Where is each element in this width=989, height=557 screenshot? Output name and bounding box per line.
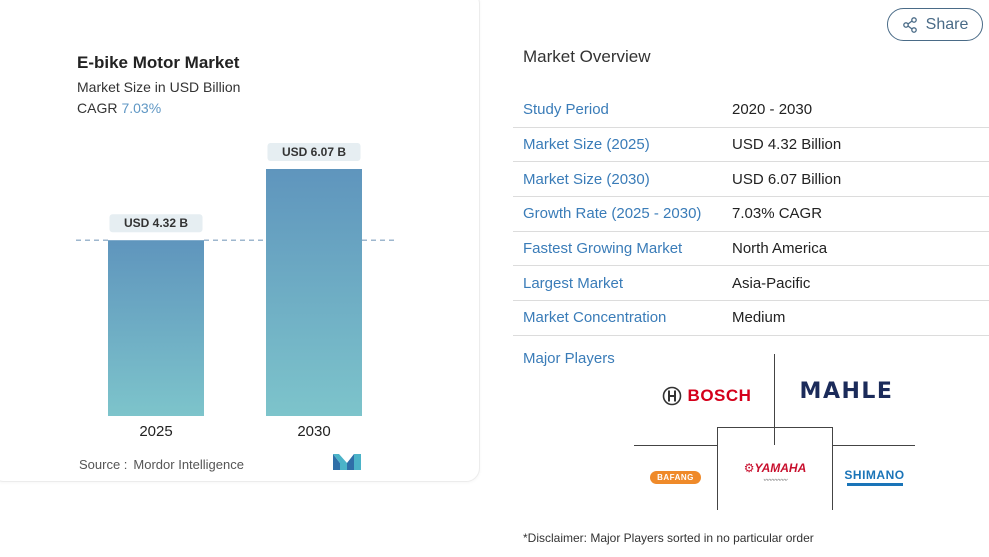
overview-row: Largest Market Asia-Pacific	[513, 266, 989, 302]
mahle-wordmark: MAHLE	[799, 378, 894, 404]
chart-subtitle: Market Size in USD Billion	[77, 79, 241, 95]
x-tick-label: 2030	[297, 423, 330, 440]
overview-value: USD 6.07 Billion	[732, 170, 842, 188]
overview-row: Study Period 2020 - 2030	[513, 93, 989, 128]
overview-key: Market Size (2025)	[523, 136, 650, 154]
overview-key: Market Concentration	[523, 309, 667, 327]
major-players-title: Major Players	[523, 350, 615, 367]
source-value: Mordor Intelligence	[133, 457, 244, 472]
divider	[833, 445, 915, 446]
bafang-logo: BAFANG	[634, 460, 717, 494]
divider	[634, 445, 717, 446]
overview-key: Study Period	[523, 101, 609, 119]
overview-value: USD 4.32 Billion	[732, 136, 842, 154]
overview-value: North America	[732, 240, 828, 258]
bar-2025	[108, 240, 204, 416]
data-label-bg	[267, 143, 361, 161]
overview-value: 2020 - 2030	[732, 101, 813, 119]
share-icon	[902, 16, 917, 33]
overview-value: 7.03% CAGR	[732, 205, 823, 223]
share-button[interactable]: Share	[887, 8, 983, 41]
cagr-label: CAGR	[77, 100, 118, 116]
bafang-wordmark: BAFANG	[650, 470, 701, 484]
overview-row: Fastest Growing Market North America	[513, 232, 989, 267]
divider	[774, 354, 775, 445]
shimano-underline	[846, 483, 903, 486]
overview-value: Asia-Pacific	[732, 274, 811, 292]
bosch-wordmark: BOSCH	[687, 386, 752, 405]
source-label: Source :	[79, 457, 128, 472]
overview-row: Growth Rate (2025 - 2030) 7.03% CAGR	[513, 197, 989, 232]
overview-key: Fastest Growing Market	[523, 240, 683, 258]
yamaha-wordmark: ⚙YAMAHA	[743, 460, 807, 475]
overview-row: Market Size (2025) USD 4.32 Billion	[513, 128, 989, 163]
chart-title: E-bike Motor Market	[77, 53, 240, 72]
major-players-grid: BOSCH MAHLE BAFANG ⚙YAMAHA 〰〰〰〰 SHIMANO	[634, 354, 915, 510]
overview-value: Medium	[732, 309, 786, 327]
overview-table: Study Period 2020 - 2030 Market Size (2025…	[513, 93, 989, 336]
mahle-logo: MAHLE	[784, 371, 909, 411]
overview-row: Market Size (2030) USD 6.07 Billion	[513, 162, 989, 198]
x-tick-label: 2025	[139, 423, 172, 440]
disclaimer: *Disclaimer: Major Players sorted in no …	[523, 531, 814, 545]
overview-key: Market Size (2030)	[523, 170, 650, 188]
yamaha-logo: ⚙YAMAHA 〰〰〰〰	[718, 454, 832, 490]
data-label-bg	[109, 214, 203, 233]
data-label: USD 4.32 B	[124, 216, 188, 230]
cagr-value: 7.03%	[121, 100, 162, 116]
mordor-intelligence-logo-icon	[333, 454, 361, 470]
shimano-wordmark: SHIMANO	[844, 468, 905, 482]
bosch-emblem-icon	[662, 386, 681, 406]
share-label: Share	[925, 15, 969, 33]
source: Source : Mordor Intelligence	[79, 457, 244, 472]
overview-row: Market Concentration Medium	[513, 301, 989, 336]
divider	[717, 427, 833, 428]
overview-key: Growth Rate (2025 - 2030)	[523, 205, 702, 223]
data-label: USD 6.07 B	[282, 145, 346, 159]
overview-key: Largest Market	[523, 274, 624, 292]
shimano-logo: SHIMANO	[834, 460, 915, 494]
bar-chart: USD 4.32 B 2025 USD 6.07 B 2030	[76, 143, 398, 440]
yamaha-tagline: 〰〰〰〰	[762, 477, 787, 484]
overview-title: Market Overview	[523, 47, 651, 66]
bar-2030	[266, 169, 362, 416]
chart-card	[0, 0, 480, 482]
cagr: CAGR 7.03%	[77, 100, 161, 116]
divider	[717, 427, 718, 510]
bosch-logo: BOSCH	[644, 376, 769, 416]
divider	[832, 427, 833, 510]
